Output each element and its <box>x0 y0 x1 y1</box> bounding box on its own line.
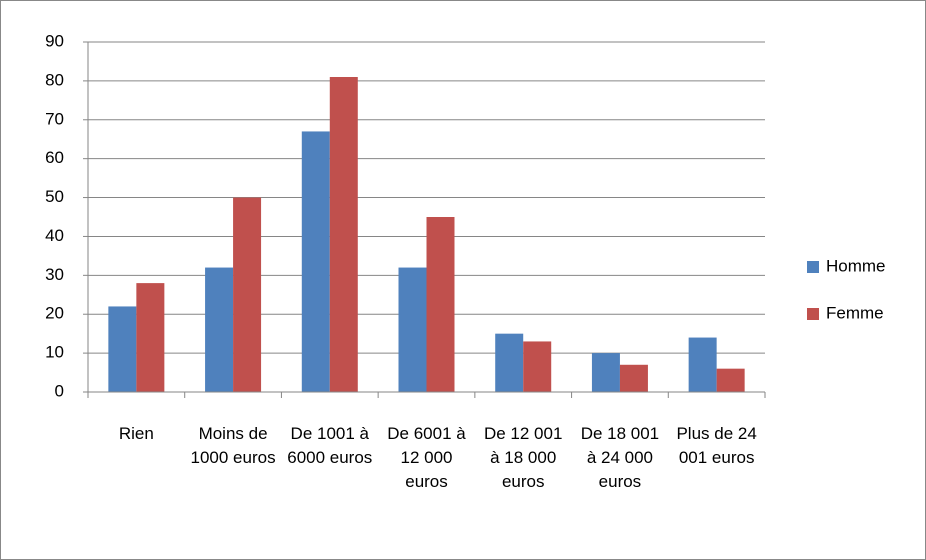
bar <box>619 364 648 392</box>
y-tick-label: 20 <box>45 304 64 323</box>
x-tick-label: De 18 001 à 24 000 euros <box>580 424 660 491</box>
y-tick-label: 90 <box>45 31 64 50</box>
bar <box>136 283 165 392</box>
x-tick-label: De 1001 à 6000 euros <box>287 424 373 467</box>
bar <box>426 217 455 392</box>
y-tick-label: 70 <box>45 109 64 128</box>
bar <box>205 267 234 392</box>
y-tick-label: 40 <box>45 226 64 245</box>
y-tick-label: 0 <box>55 381 64 400</box>
bar <box>329 77 358 392</box>
y-tick-label: 50 <box>45 187 64 206</box>
legend-label: Homme <box>826 256 886 275</box>
bar <box>108 306 137 392</box>
bar <box>716 368 745 392</box>
x-tick-label: De 6001 à 12 000 euros <box>387 424 466 491</box>
bar <box>523 341 552 392</box>
y-tick-label: 30 <box>45 265 64 284</box>
bar <box>591 353 620 392</box>
legend-swatch <box>807 261 819 273</box>
bar <box>688 337 717 392</box>
x-tick-label: Plus de 24 001 euros <box>676 424 757 467</box>
bar <box>301 131 330 392</box>
x-tick-label: Moins de 1000 euros <box>190 424 276 467</box>
legend-label: Femme <box>826 303 884 322</box>
y-tick-label: 80 <box>45 70 64 89</box>
bar <box>495 333 524 392</box>
x-tick-label: De 12 001 à 18 000 euros <box>483 424 563 491</box>
x-tick-label: Rien <box>118 424 154 443</box>
bar <box>233 197 262 392</box>
y-tick-label: 60 <box>45 148 64 167</box>
bar <box>398 267 427 392</box>
legend-swatch <box>807 308 819 320</box>
y-tick-label: 10 <box>45 343 64 362</box>
